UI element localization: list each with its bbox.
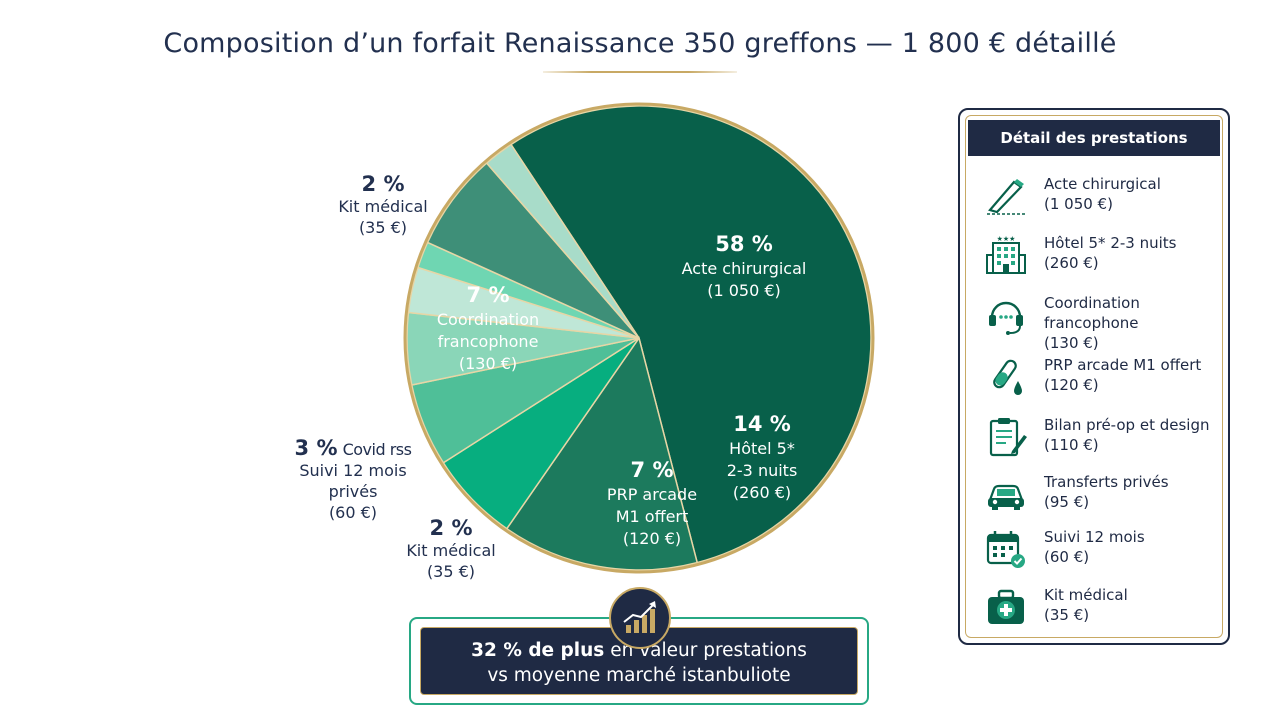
ext-value-suivi: (60 €)	[328, 503, 378, 522]
legend-item-label: Coordination francophone (130 €)	[1044, 293, 1234, 353]
legend-item-value: (35 €)	[1044, 606, 1090, 624]
slice-name-coordination-2: francophone	[437, 332, 539, 351]
legend-item-name: Bilan pré-op et design	[1044, 416, 1210, 434]
legend-item-label: PRP arcade M1 offert (120 €)	[1044, 355, 1234, 395]
legend-inner-frame: Détail des prestations Acte chirurgical (…	[965, 115, 1223, 638]
headset-icon	[984, 293, 1028, 337]
legend-item-name: Suivi 12 mois	[1044, 528, 1145, 546]
slice-label-surgery: 58 % Acte chirurgical (1 050 €)	[654, 230, 834, 302]
legend-item-label: Acte chirurgical (1 050 €)	[1044, 174, 1234, 214]
slice-name-prp-2: M1 offert	[615, 507, 689, 526]
slice-name-hotel: Hôtel 5*	[729, 439, 795, 458]
slice-value-coordination: (130 €)	[458, 354, 518, 373]
slice-label-coordination: 7 % Coordination francophone (130 €)	[418, 281, 558, 375]
car-icon	[984, 472, 1028, 516]
ext-suivi-first-line: 3 % Covid rss	[295, 438, 412, 460]
ext-label-kit-bottom: 2 % Kit médical (35 €)	[386, 516, 516, 582]
ext-name-suivi-2: privés	[328, 482, 378, 501]
hotel-icon: ★★★	[984, 233, 1028, 277]
legend-item: Kit médical (35 €)	[980, 583, 1220, 635]
ext-pct-suivi: 3 %	[294, 436, 338, 460]
legend-item-value: (110 €)	[1044, 436, 1099, 454]
legend-title: Détail des prestations	[968, 120, 1220, 156]
slice-pct-prp: 7 %	[630, 458, 674, 482]
chart-title: Composition d’un forfait Renaissance 350…	[163, 28, 1117, 59]
slice-name-coordination: Coordination	[436, 310, 540, 329]
ext-value-kit-top: (35 €)	[358, 218, 408, 237]
legend-item-name: Transferts privés	[1044, 473, 1169, 491]
ext-value-kit-bottom: (35 €)	[426, 562, 476, 581]
pie-slice-2	[505, 336, 699, 571]
legend-item-value: (120 €)	[1044, 376, 1099, 394]
slice-pct-coordination: 7 %	[466, 283, 510, 307]
legend-item-label: Kit médical (35 €)	[1044, 585, 1234, 625]
ext-label-suivi: 3 % Covid rss Suivi 12 mois privés (60 €…	[268, 438, 438, 523]
ext-pct-kit-top: 2 %	[361, 172, 405, 196]
clipboard-icon	[984, 415, 1028, 459]
legend-item-value: (260 €)	[1044, 254, 1099, 272]
legend-item-name: Kit médical	[1044, 586, 1128, 604]
scalpel-icon	[984, 174, 1028, 218]
banner-line-1: 32 % de plus en valeur prestations	[471, 640, 807, 661]
svg-text:★★★: ★★★	[997, 235, 1016, 243]
legend-item-name: PRP arcade M1 offert	[1044, 356, 1202, 374]
legend-panel: Détail des prestations Acte chirurgical (…	[958, 108, 1230, 645]
legend-item: ★★★ Hôtel 5* 2-3 nuits (260 €)	[980, 231, 1220, 283]
legend-item-label: Hôtel 5* 2-3 nuits (260 €)	[1044, 233, 1234, 273]
legend-item: Suivi 12 mois (60 €)	[980, 525, 1220, 577]
legend-item-label: Transferts privés (95 €)	[1044, 472, 1234, 512]
pie-slice-9	[485, 143, 640, 339]
test-tube-icon	[984, 355, 1028, 399]
ext-label-kit-top: 2 % Kit médical (35 €)	[318, 172, 448, 238]
slice-pct-surgery: 58 %	[715, 232, 773, 256]
title-divider	[543, 71, 737, 73]
legend-item-label: Bilan pré-op et design (110 €)	[1044, 415, 1234, 455]
legend-item-label: Suivi 12 mois (60 €)	[1044, 527, 1234, 567]
ext-name-suivi: Suivi 12 mois	[299, 461, 407, 480]
slice-value-surgery: (1 050 €)	[707, 281, 781, 300]
slice-name-surgery: Acte chirurgical	[681, 259, 807, 278]
legend-item: PRP arcade M1 offert (120 €)	[980, 353, 1220, 405]
legend-item: Bilan pré-op et design (110 €)	[980, 413, 1220, 465]
legend-item-value: (60 €)	[1044, 548, 1090, 566]
banner-line-2: vs moyenne marché istanbuliote	[487, 665, 791, 686]
legend-item-value: (95 €)	[1044, 493, 1090, 511]
slice-label-prp: 7 % PRP arcade M1 offert (120 €)	[592, 456, 712, 550]
slice-pct-hotel: 14 %	[733, 412, 791, 436]
slice-value-hotel: (260 €)	[732, 483, 792, 502]
pie-gold-ring	[403, 102, 875, 574]
banner-text: en valeur prestations	[604, 640, 807, 661]
legend-item: Transferts privés (95 €)	[980, 470, 1220, 522]
ext-pct-kit-bottom: 2 %	[429, 516, 473, 540]
slice-label-hotel: 14 % Hôtel 5* 2-3 nuits (260 €)	[702, 410, 822, 504]
growth-chart-icon-svg	[623, 601, 656, 633]
ext-name-kit-bottom: Kit médical	[406, 541, 496, 560]
legend-item-name: Hôtel 5* 2-3 nuits	[1044, 234, 1177, 252]
growth-chart-icon	[609, 587, 671, 649]
slice-name-hotel-2: 2-3 nuits	[726, 461, 798, 480]
legend-item: Coordination francophone (130 €)	[980, 291, 1220, 352]
legend-item: Acte chirurgical (1 050 €)	[980, 172, 1220, 224]
legend-item-value: (130 €)	[1044, 334, 1099, 352]
calendar-icon	[984, 527, 1028, 571]
ext-overlap-text: Covid rss	[342, 440, 412, 459]
pie-slice-1	[510, 105, 872, 564]
legend-item-name: Acte chirurgical	[1044, 175, 1161, 193]
medical-kit-icon	[984, 585, 1028, 629]
legend-item-value: (1 050 €)	[1044, 195, 1113, 213]
legend-item-name: Coordination francophone	[1044, 294, 1140, 332]
banner-highlight: 32 % de plus	[471, 640, 605, 661]
slice-name-prp: PRP arcade	[606, 485, 698, 504]
ext-name-kit-top: Kit médical	[338, 197, 428, 216]
slice-value-prp: (120 €)	[622, 529, 682, 548]
